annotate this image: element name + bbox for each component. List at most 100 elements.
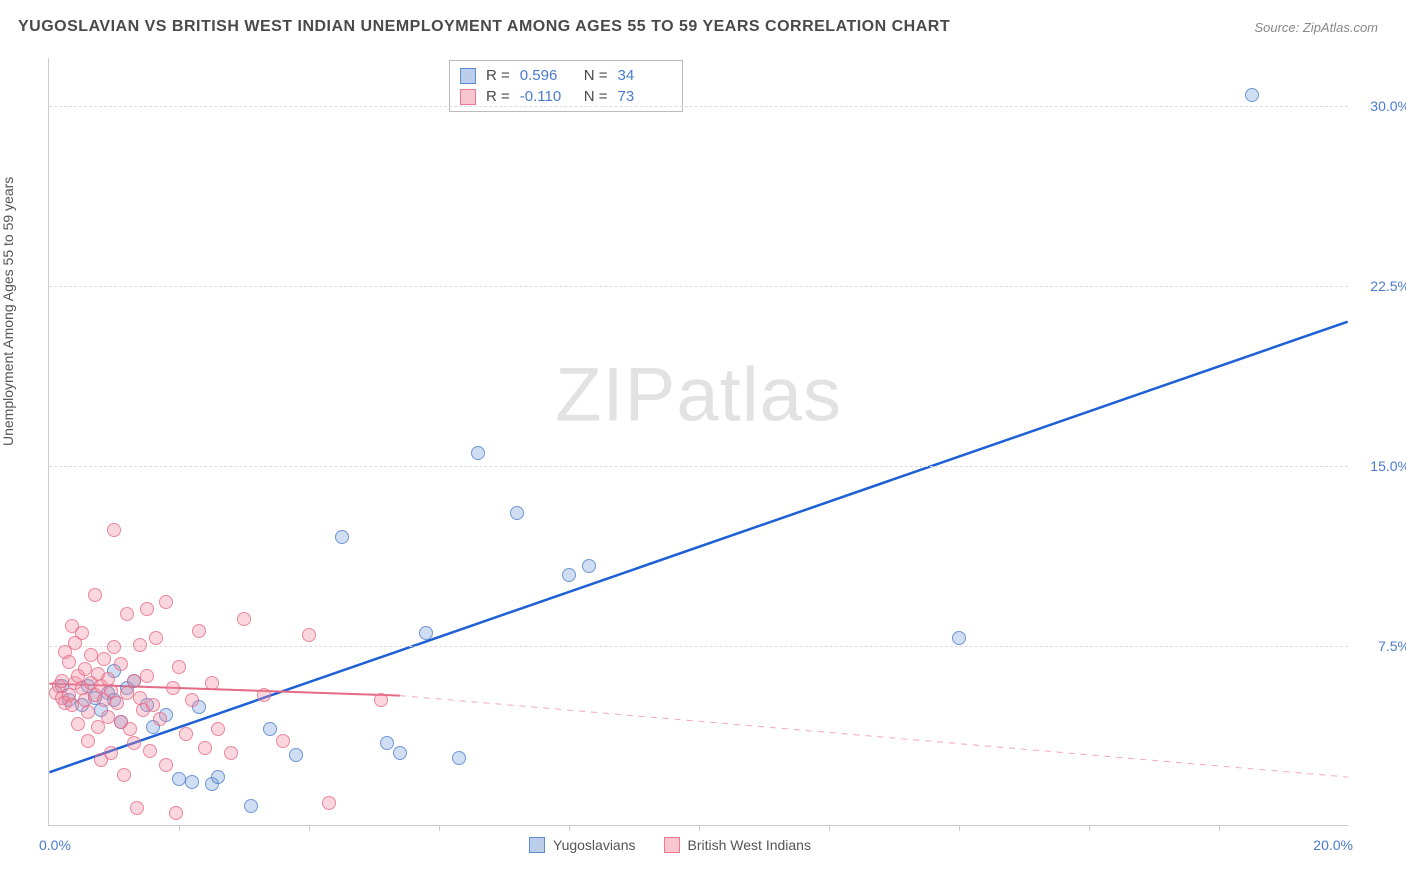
scatter-point-bwi [97, 652, 111, 666]
series-legend: Yugoslavians British West Indians [529, 837, 811, 853]
scatter-point-bwi [75, 626, 89, 640]
scatter-point-bwi [88, 588, 102, 602]
scatter-point-bwi [374, 693, 388, 707]
scatter-point-yugoslavians [952, 631, 966, 645]
scatter-point-bwi [107, 523, 121, 537]
scatter-point-bwi [123, 722, 137, 736]
stats-row-bwi: R = -0.110 N = 73 [460, 86, 672, 107]
scatter-point-yugoslavians [185, 775, 199, 789]
gridline [49, 106, 1348, 107]
x-tick [829, 825, 830, 831]
scatter-point-bwi [159, 595, 173, 609]
scatter-point-yugoslavians [335, 530, 349, 544]
scatter-point-bwi [81, 705, 95, 719]
scatter-point-bwi [159, 758, 173, 772]
scatter-point-yugoslavians [419, 626, 433, 640]
scatter-point-yugoslavians [244, 799, 258, 813]
r-label: R = [486, 67, 510, 84]
x-tick [699, 825, 700, 831]
scatter-point-yugoslavians [380, 736, 394, 750]
scatter-point-bwi [78, 662, 92, 676]
scatter-point-bwi [104, 746, 118, 760]
scatter-point-yugoslavians [393, 746, 407, 760]
gridline [49, 646, 1348, 647]
y-tick-label: 30.0% [1370, 98, 1406, 114]
y-axis-label: Unemployment Among Ages 55 to 59 years [0, 177, 16, 446]
scatter-point-bwi [192, 624, 206, 638]
scatter-point-yugoslavians [289, 748, 303, 762]
r-value-yugoslavians: 0.596 [520, 67, 574, 84]
x-tick [309, 825, 310, 831]
scatter-point-bwi [322, 796, 336, 810]
scatter-point-yugoslavians [510, 506, 524, 520]
x-tick [1089, 825, 1090, 831]
x-tick [439, 825, 440, 831]
scatter-point-bwi [153, 712, 167, 726]
scatter-point-bwi [55, 674, 69, 688]
correlation-stats-box: R = 0.596 N = 34 R = -0.110 N = 73 [449, 60, 683, 112]
x-axis-origin-label: 0.0% [39, 837, 71, 853]
swatch-blue-icon [460, 68, 476, 84]
n-value-yugoslavians: 34 [618, 67, 672, 84]
x-tick [1219, 825, 1220, 831]
scatter-point-bwi [84, 648, 98, 662]
scatter-point-yugoslavians [263, 722, 277, 736]
stats-row-yugoslavians: R = 0.596 N = 34 [460, 65, 672, 86]
scatter-point-bwi [166, 681, 180, 695]
x-tick [179, 825, 180, 831]
scatter-point-bwi [65, 698, 79, 712]
scatter-point-bwi [224, 746, 238, 760]
scatter-point-bwi [107, 640, 121, 654]
scatter-point-bwi [237, 612, 251, 626]
scatter-point-yugoslavians [471, 446, 485, 460]
scatter-point-bwi [140, 669, 154, 683]
scatter-point-yugoslavians [562, 568, 576, 582]
scatter-point-bwi [211, 722, 225, 736]
scatter-point-bwi [179, 727, 193, 741]
scatter-point-bwi [140, 602, 154, 616]
legend-item-yugoslavians: Yugoslavians [529, 837, 636, 853]
chart-title: YUGOSLAVIAN VS BRITISH WEST INDIAN UNEMP… [18, 18, 950, 36]
scatter-point-bwi [146, 698, 160, 712]
scatter-point-yugoslavians [172, 772, 186, 786]
scatter-point-bwi [198, 741, 212, 755]
scatter-point-bwi [120, 686, 134, 700]
gridline [49, 286, 1348, 287]
n-label: N = [584, 67, 608, 84]
scatter-point-bwi [276, 734, 290, 748]
scatter-point-bwi [133, 638, 147, 652]
scatter-point-bwi [81, 734, 95, 748]
chart-plot-area: ZIPatlas R = 0.596 N = 34 R = -0.110 N =… [48, 58, 1348, 826]
scatter-point-yugoslavians [582, 559, 596, 573]
gridline [49, 466, 1348, 467]
trend-lines-layer [49, 58, 1348, 825]
swatch-pink-icon [460, 89, 476, 105]
scatter-point-bwi [143, 744, 157, 758]
y-tick-label: 22.5% [1370, 278, 1406, 294]
x-tick [959, 825, 960, 831]
scatter-point-bwi [71, 717, 85, 731]
scatter-point-bwi [130, 801, 144, 815]
r-value-bwi: -0.110 [520, 88, 574, 105]
legend-label: British West Indians [688, 837, 811, 853]
y-tick-label: 15.0% [1370, 458, 1406, 474]
r-label: R = [486, 88, 510, 105]
scatter-point-bwi [185, 693, 199, 707]
scatter-point-bwi [149, 631, 163, 645]
scatter-point-bwi [114, 657, 128, 671]
swatch-blue-icon [529, 837, 545, 853]
scatter-point-bwi [62, 655, 76, 669]
legend-label: Yugoslavians [553, 837, 636, 853]
trend-line [49, 322, 1347, 773]
scatter-point-bwi [117, 768, 131, 782]
n-label: N = [584, 88, 608, 105]
scatter-point-yugoslavians [211, 770, 225, 784]
scatter-point-bwi [127, 674, 141, 688]
scatter-point-bwi [257, 688, 271, 702]
scatter-point-bwi [120, 607, 134, 621]
legend-item-bwi: British West Indians [664, 837, 811, 853]
scatter-point-bwi [302, 628, 316, 642]
scatter-point-yugoslavians [1245, 88, 1259, 102]
trend-line [400, 696, 1348, 777]
scatter-point-bwi [101, 710, 115, 724]
